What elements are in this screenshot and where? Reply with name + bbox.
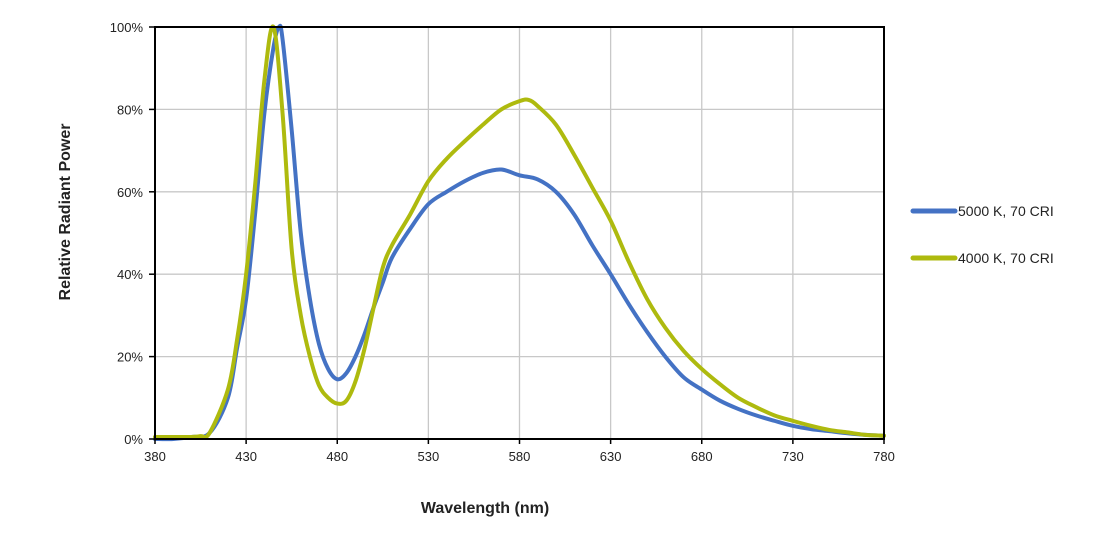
y-tick-label: 0%: [124, 432, 143, 447]
x-axis-title: Wavelength (nm): [421, 500, 549, 517]
x-tick-label: 780: [873, 449, 895, 464]
x-tick-label: 530: [418, 449, 440, 464]
legend: 5000 K, 70 CRI 4000 K, 70 CRI: [910, 203, 1054, 266]
legend-label-5000k: 5000 K, 70 CRI: [958, 203, 1054, 219]
x-tick-label: 730: [782, 449, 804, 464]
x-tick-label: 430: [235, 449, 257, 464]
y-tick-label: 40%: [117, 267, 143, 282]
series-line-5000k: [153, 23, 886, 442]
x-tick-label: 630: [600, 449, 622, 464]
y-tick-label: 80%: [117, 102, 143, 117]
y-tick-label: 60%: [117, 185, 143, 200]
y-tick-label: 20%: [117, 350, 143, 365]
x-tick-label: 680: [691, 449, 713, 464]
x-axis-ticks: 380 430 480 530 580 630 680 730 780: [144, 439, 895, 464]
legend-label-4000k: 4000 K, 70 CRI: [958, 250, 1054, 266]
y-tick-label: 100%: [110, 20, 144, 35]
y-axis-title: Relative Radiant Power: [57, 124, 74, 301]
series-line-4000k: [153, 24, 886, 440]
x-tick-label: 480: [326, 449, 348, 464]
series-lines: [153, 23, 886, 442]
y-axis-ticks: 0% 20% 40% 60% 80% 100%: [110, 20, 155, 447]
x-tick-label: 380: [144, 449, 166, 464]
x-tick-label: 580: [509, 449, 531, 464]
